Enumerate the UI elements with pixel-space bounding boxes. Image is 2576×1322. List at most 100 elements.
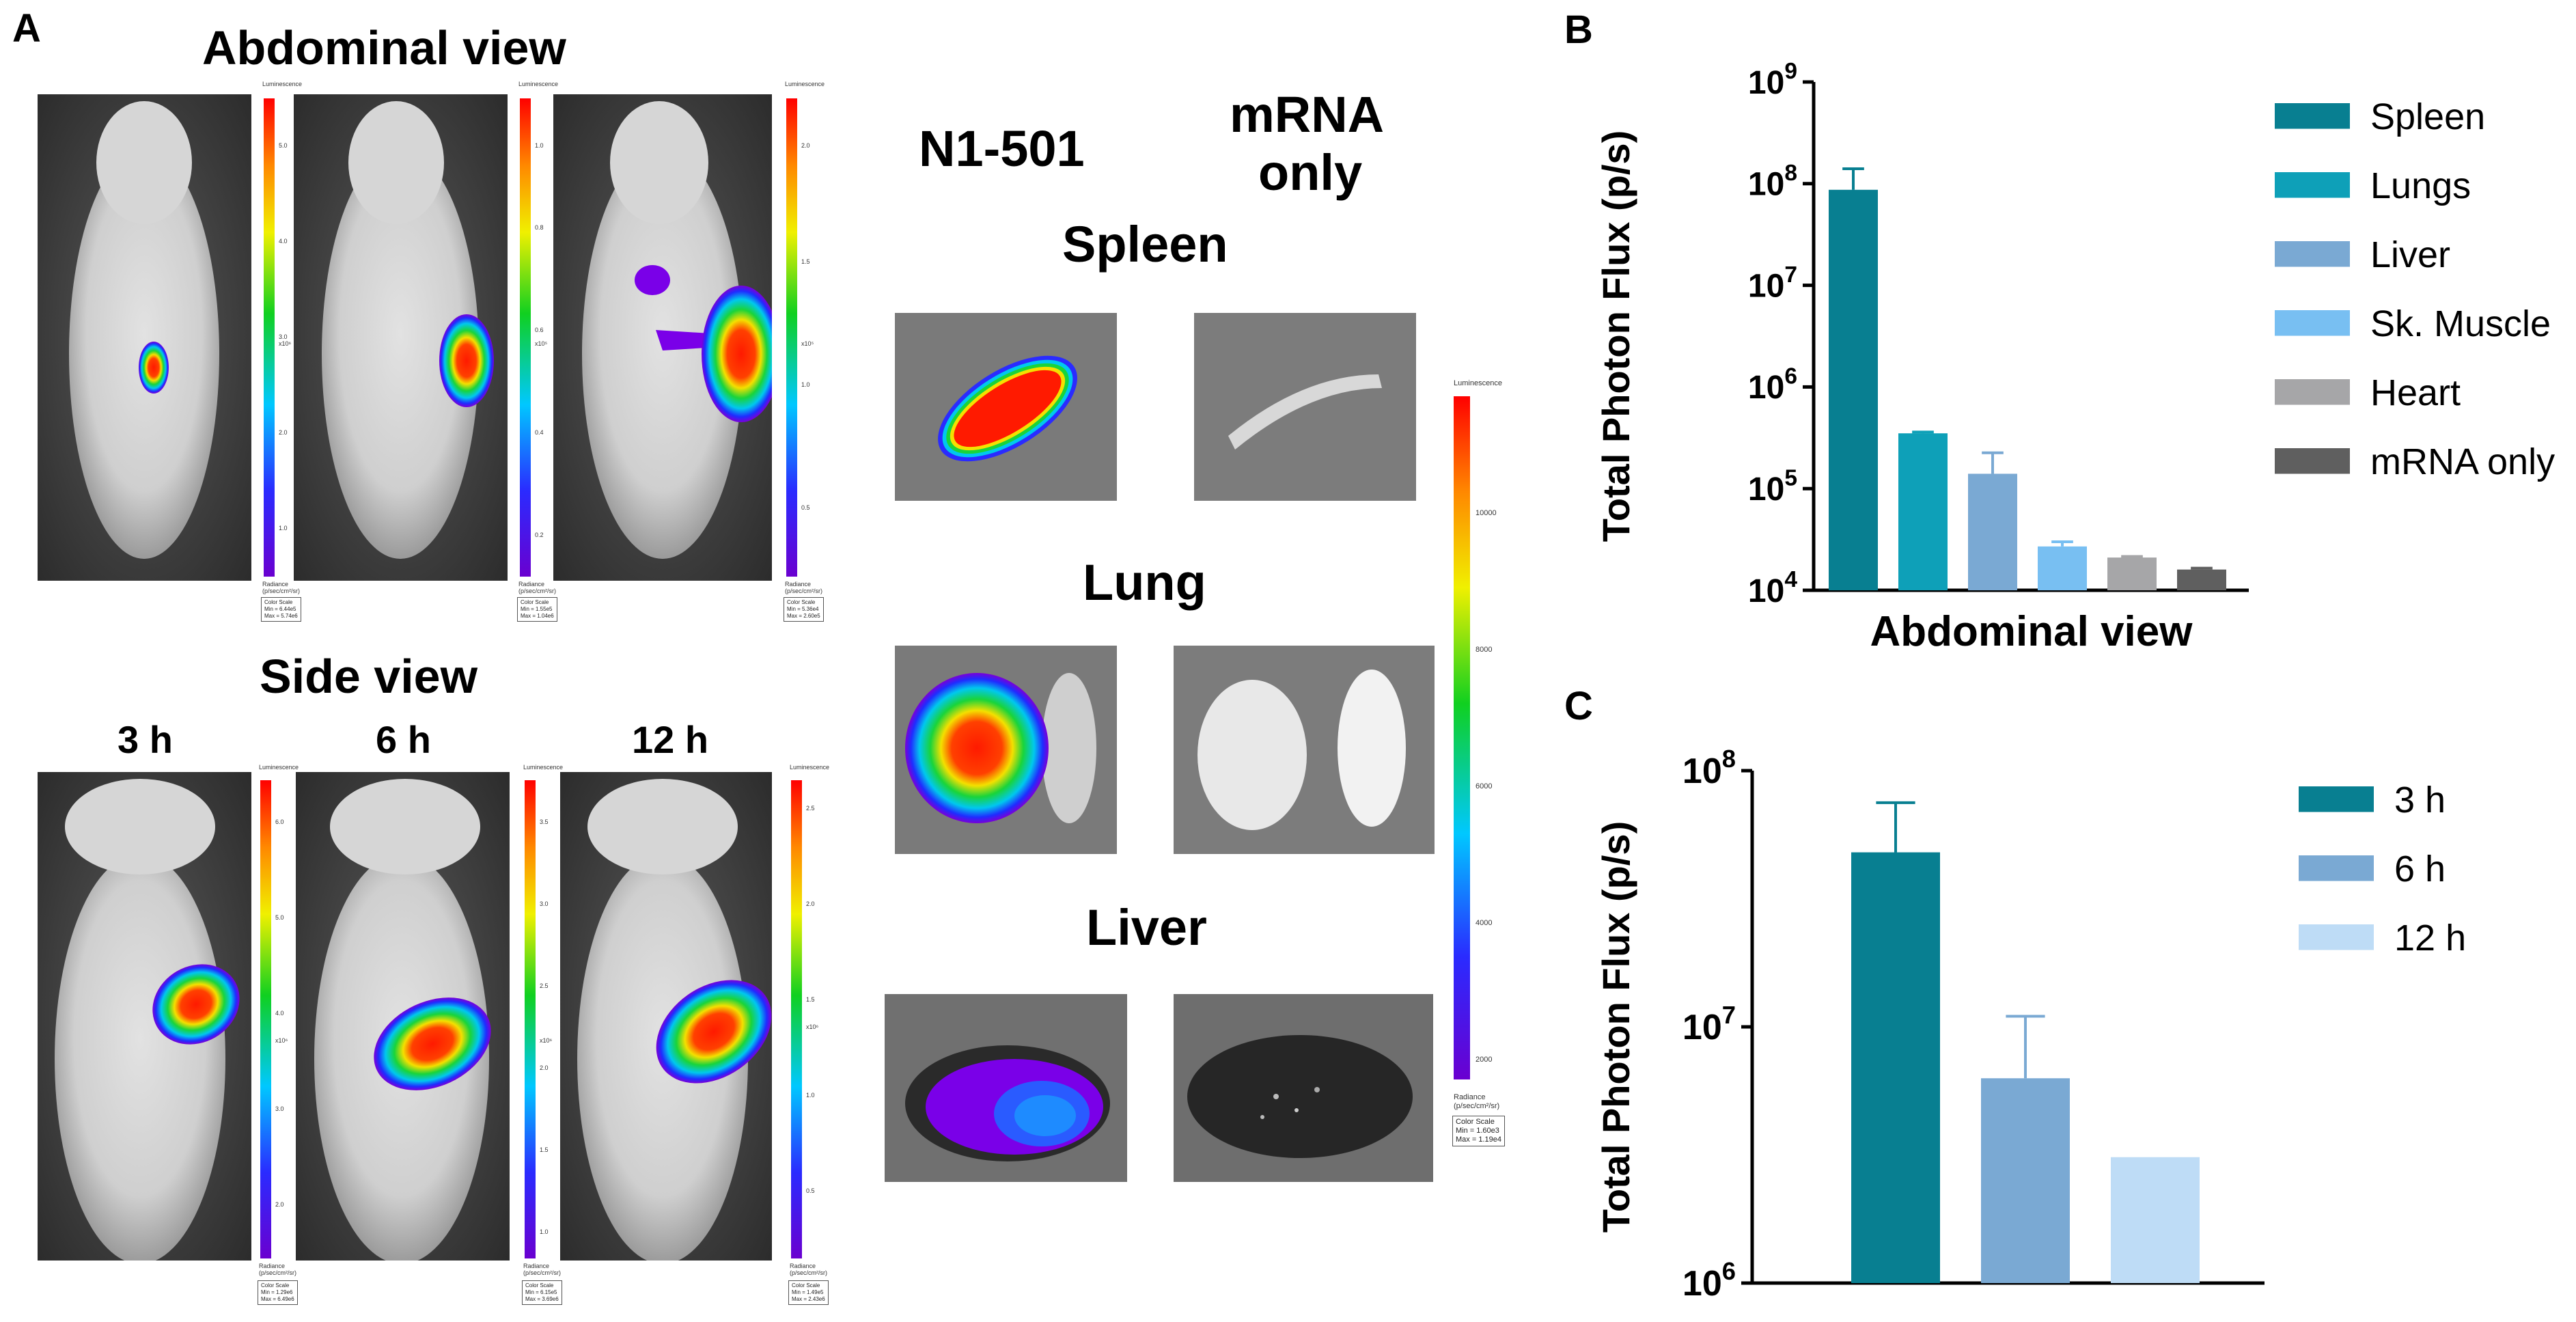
bar-mrna-only xyxy=(2177,569,2226,590)
legend-label: Liver xyxy=(2370,234,2450,275)
lung-n1-501-image xyxy=(895,646,1117,854)
y-tick-label: 109 xyxy=(1748,59,1797,101)
panel-b-letter: B xyxy=(1564,8,1593,52)
y-tick-label: 107 xyxy=(1748,262,1797,305)
ex-vivo-col1-label: N1-501 xyxy=(919,120,1085,177)
lung-mrna-only-image xyxy=(1174,646,1435,854)
y-tick-label: 107 xyxy=(1682,1001,1736,1047)
scale-unit: Radiance xyxy=(518,581,545,588)
bar-sk-muscle xyxy=(2038,546,2087,590)
scale-tick: 2.0 xyxy=(275,1201,284,1208)
scale-tick: 2.0 xyxy=(540,1064,549,1071)
time-label-3h: 3 h xyxy=(117,718,173,761)
side-scale-1: Luminescence 6.0 5.0 4.0 3.0 2.0 x10⁶ Ra… xyxy=(256,764,299,1317)
scale-tick: 2.5 xyxy=(540,982,549,989)
scale-tick: 3.0 xyxy=(540,900,549,907)
scale-title: Luminescence xyxy=(518,81,559,87)
ex-vivo-col2-label-line1: mRNA xyxy=(1230,86,1385,143)
scale-tick: 5.0 xyxy=(275,914,284,921)
y-tick-label: 108 xyxy=(1682,745,1736,791)
ex-vivo-scale: Luminescence 10000 8000 6000 4000 2000 R… xyxy=(1448,379,1523,1165)
legend-swatch xyxy=(2299,786,2374,812)
bar-12-h xyxy=(2111,1157,2200,1283)
legend-swatch xyxy=(2299,855,2374,881)
scale-tick: 3.0 xyxy=(279,333,288,340)
ex-vivo-col2-label-line2: only xyxy=(1258,144,1363,201)
legend-label: Heart xyxy=(2370,372,2461,413)
organ-title-liver: Liver xyxy=(1086,899,1207,956)
scale-tick: 0.5 xyxy=(806,1187,815,1194)
x-axis-label: Abdominal view xyxy=(1870,608,2193,655)
panel-c-letter: C xyxy=(1564,684,1593,728)
color-scale-box: Color Scale Min = 1.29e6 Max = 6.49e6 xyxy=(258,1280,298,1305)
scale-title: Luminescence xyxy=(259,764,299,771)
abdominal-scale-1: Luminescence 5.0 4.0 3.0 2.0 1.0 x10⁶ Ra… xyxy=(260,81,302,627)
scale-unit: Radiance xyxy=(259,1263,286,1269)
abdominal-mouse-image-3 xyxy=(553,94,772,581)
scale-tick: 4.0 xyxy=(279,238,288,245)
bar-heart xyxy=(2107,557,2157,590)
y-tick-label: 108 xyxy=(1748,161,1797,203)
y-axis-label: Total Photon Flux (p/s) xyxy=(1594,821,1637,1233)
scale-unit2: (p/sec/cm²/sr) xyxy=(1454,1102,1500,1110)
scale-unit: Radiance xyxy=(262,581,289,588)
scale-exponent: x10⁵ xyxy=(801,340,814,347)
scale-tick: 2.0 xyxy=(279,429,288,436)
legend-label: 6 h xyxy=(2394,849,2446,890)
scale-tick: 2000 xyxy=(1476,1056,1493,1064)
scale-unit2: (p/sec/cm²/sr) xyxy=(518,588,556,594)
scale-tick: 8000 xyxy=(1476,646,1493,654)
scale-tick: 3.5 xyxy=(540,818,549,825)
scale-title: Luminescence xyxy=(790,764,830,771)
scale-tick: 2.5 xyxy=(806,805,815,812)
scale-tick: 4000 xyxy=(1476,919,1493,927)
scale-title: Luminescence xyxy=(523,764,564,771)
scale-tick: 0.6 xyxy=(535,327,544,333)
scale-tick: 6.0 xyxy=(275,818,284,825)
bar-6-h xyxy=(1981,1078,2070,1283)
abdominal-scale-2: Luminescence 1.0 0.8 0.6 0.4 0.2 x10⁵ Ra… xyxy=(516,81,559,627)
scale-tick: 1.0 xyxy=(279,525,288,532)
abdominal-mouse-image-1 xyxy=(38,94,251,581)
scale-tick: 1.0 xyxy=(535,142,544,149)
scale-tick: 1.0 xyxy=(806,1092,815,1099)
bar-3-h xyxy=(1851,852,1940,1283)
legend-label: Lungs xyxy=(2370,165,2471,206)
scale-tick: 0.4 xyxy=(535,429,544,436)
side-scale-2: Luminescence 3.5 3.0 2.5 2.0 1.5 1.0 x10… xyxy=(521,764,564,1317)
scale-tick: 0.2 xyxy=(535,532,544,538)
side-scale-3: Luminescence 2.5 2.0 1.5 1.0 0.5 x10⁶ Ra… xyxy=(787,764,830,1317)
chart-b: 104 105 106 107 108 109 Total Photon Flux (p/s… xyxy=(1594,59,2555,655)
bar-lungs xyxy=(1898,433,1948,590)
legend-label: Sk. Muscle xyxy=(2370,303,2551,344)
scale-exponent: x10⁶ xyxy=(540,1037,553,1044)
legend-swatch xyxy=(2275,172,2350,198)
color-scale-box: Color Scale Min = 5.36e4 Max = 2.60e5 xyxy=(784,597,824,622)
liver-mrna-only-image xyxy=(1174,994,1433,1182)
y-tick-label: 106 xyxy=(1682,1257,1736,1304)
legend-label: Spleen xyxy=(2370,96,2485,137)
side-mouse-image-2 xyxy=(296,772,510,1261)
scale-tick: 1.5 xyxy=(801,258,810,265)
legend-swatch xyxy=(2299,924,2374,950)
scale-exponent: x10⁵ xyxy=(535,340,548,347)
scale-title: Luminescence xyxy=(785,81,825,87)
scale-unit2: (p/sec/cm²/sr) xyxy=(523,1269,561,1276)
color-scale-box: Color Scale Min = 1.55e5 Max = 1.04e6 xyxy=(517,597,557,622)
organ-title-spleen: Spleen xyxy=(1062,216,1228,273)
color-scale-box: Color Scale Min = 6.44e5 Max = 5.74e6 xyxy=(261,597,301,622)
scale-tick: 1.5 xyxy=(540,1146,549,1153)
side-mouse-image-1 xyxy=(38,772,251,1261)
scale-tick: 2.0 xyxy=(806,900,815,907)
y-tick-label: 104 xyxy=(1748,567,1797,609)
scale-title: Luminescence xyxy=(1454,379,1502,387)
scale-unit: Radiance xyxy=(790,1263,816,1269)
legend-swatch xyxy=(2275,103,2350,129)
scale-unit: Radiance xyxy=(1454,1093,1486,1101)
scale-unit: Radiance xyxy=(785,581,812,588)
scale-exponent: x10⁶ xyxy=(279,340,292,347)
y-tick-label: 106 xyxy=(1748,364,1797,407)
scale-tick: 3.0 xyxy=(275,1105,284,1112)
scale-tick: 2.0 xyxy=(801,142,810,149)
scale-unit2: (p/sec/cm²/sr) xyxy=(259,1269,296,1276)
